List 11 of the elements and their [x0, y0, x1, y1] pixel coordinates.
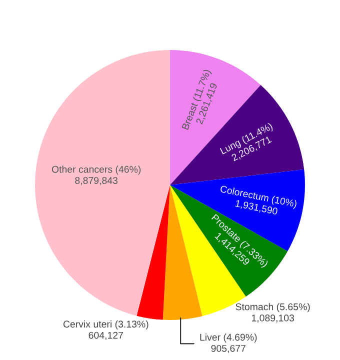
data-label: 8,879,843 [75, 177, 118, 186]
data-label: 1,089,103 [252, 314, 294, 323]
slice-label: Liver (4.69%) [200, 334, 257, 343]
slice-label: Cervix uteri (3.13%) [63, 320, 148, 330]
data-label: 604,127 [88, 332, 123, 340]
pie-slice [162, 185, 202, 320]
slice-label: Other cancers (46%) [52, 166, 141, 175]
pie-slice [136, 185, 170, 320]
pie-slice [35, 50, 170, 316]
slice-label: Stomach (5.65%) [236, 303, 310, 312]
data-label: 905,677 [211, 344, 246, 354]
